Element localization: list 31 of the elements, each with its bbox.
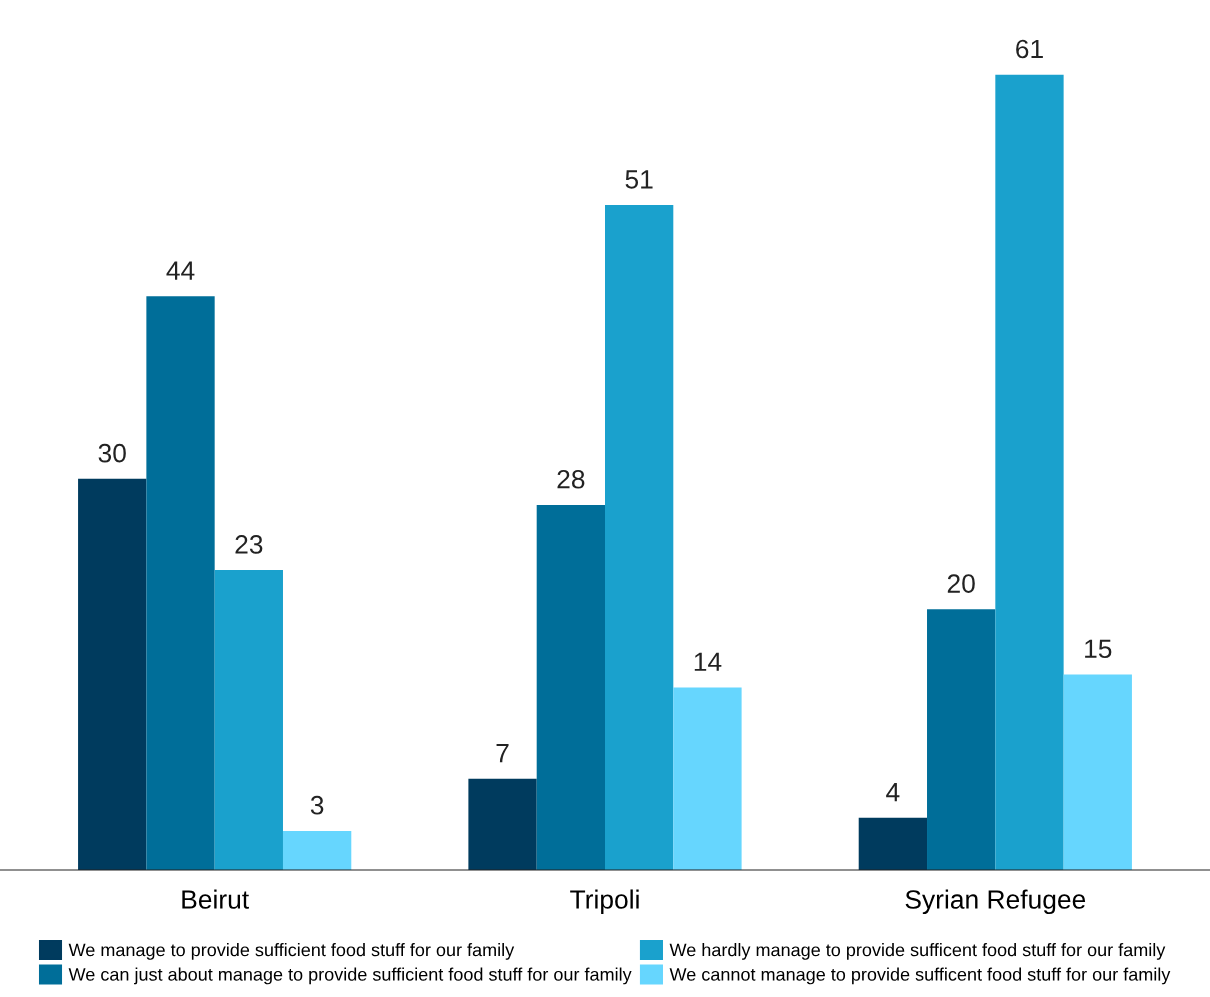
- bar: [78, 478, 147, 870]
- bar: [1063, 674, 1132, 870]
- bar: [858, 817, 928, 870]
- bar: [927, 609, 996, 870]
- bar: [214, 570, 283, 870]
- data-label: 4: [886, 783, 900, 802]
- data-label: 14: [694, 652, 722, 671]
- data-label: 7: [496, 743, 509, 763]
- data-label: 30: [98, 443, 126, 463]
- data-label: 20: [947, 574, 975, 593]
- legend-label: We manage to provide sufficient food stuff for our family: [68, 943, 515, 960]
- data-label: 28: [557, 469, 585, 489]
- legend-label: We hardly manage to provide sufficent food stuff for our family: [669, 943, 1166, 960]
- bar: [673, 687, 742, 870]
- legend-label: We cannot manage to provide sufficent food stuff for our family: [669, 967, 1171, 985]
- bar: [146, 296, 215, 870]
- legend-label: We can just about manage to provide sufficient food stuff for our family: [68, 967, 632, 985]
- data-label: 61: [1016, 39, 1043, 59]
- data-label: 51: [625, 170, 653, 189]
- x-tick-label: Beirut: [182, 889, 249, 909]
- data-label: 15: [1085, 639, 1112, 659]
- bar: [468, 778, 537, 870]
- bar: [605, 205, 674, 870]
- x-tick-label: Tripoli: [570, 889, 639, 915]
- bar: [282, 830, 352, 870]
- bar: [536, 504, 605, 870]
- data-label: 23: [235, 535, 263, 554]
- x-tick-label: Syrian Refugee: [905, 889, 1086, 915]
- data-label: 44: [166, 261, 195, 280]
- bar: [995, 74, 1064, 870]
- data-label: 3: [310, 795, 324, 815]
